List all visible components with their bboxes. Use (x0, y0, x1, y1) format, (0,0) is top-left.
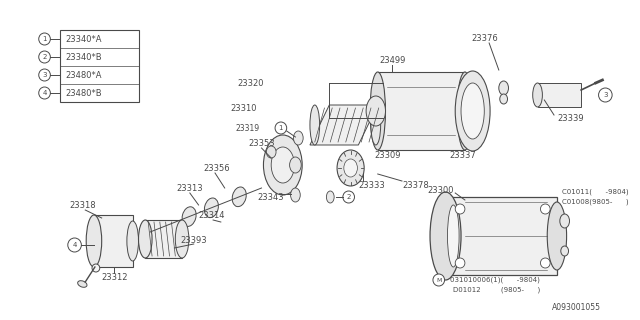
Circle shape (433, 274, 445, 286)
Text: 1: 1 (278, 125, 283, 131)
Text: 23300: 23300 (428, 186, 454, 195)
Ellipse shape (461, 83, 484, 139)
Ellipse shape (310, 105, 319, 145)
Ellipse shape (366, 96, 385, 126)
Text: 23319: 23319 (236, 124, 260, 132)
Text: C01008(9805-      ): C01008(9805- ) (562, 199, 628, 205)
Text: 3: 3 (603, 92, 607, 98)
Text: 23340*A: 23340*A (65, 35, 101, 44)
Text: 4: 4 (72, 242, 77, 248)
Ellipse shape (264, 135, 302, 195)
Ellipse shape (547, 202, 566, 270)
Polygon shape (310, 105, 378, 145)
Bar (538, 83, 581, 107)
Text: 23499: 23499 (379, 55, 406, 65)
Ellipse shape (457, 72, 473, 150)
Ellipse shape (532, 83, 542, 107)
Text: 23480*B: 23480*B (65, 89, 102, 98)
Ellipse shape (182, 207, 196, 227)
Text: 23314: 23314 (198, 211, 225, 220)
Ellipse shape (326, 191, 334, 203)
Bar (445, 197, 557, 275)
Text: A093001055: A093001055 (552, 303, 600, 312)
Text: 23356: 23356 (204, 164, 230, 172)
Circle shape (540, 258, 550, 268)
Ellipse shape (560, 214, 570, 228)
Text: 23378: 23378 (402, 180, 429, 189)
Ellipse shape (294, 131, 303, 145)
Ellipse shape (289, 157, 301, 173)
Ellipse shape (499, 81, 509, 95)
Ellipse shape (127, 221, 138, 261)
Text: 23480*A: 23480*A (65, 70, 101, 79)
Bar (378, 72, 465, 150)
Ellipse shape (337, 150, 364, 186)
Text: C01011(      -9804): C01011( -9804) (562, 189, 628, 195)
Circle shape (39, 33, 51, 45)
Ellipse shape (77, 281, 87, 287)
Text: M: M (436, 277, 442, 283)
Ellipse shape (175, 220, 189, 258)
Ellipse shape (455, 71, 490, 151)
Ellipse shape (266, 146, 276, 158)
Ellipse shape (430, 192, 461, 280)
Bar (94, 215, 132, 267)
Text: 23376: 23376 (471, 34, 498, 43)
Circle shape (92, 264, 100, 272)
Text: 23339: 23339 (557, 114, 584, 123)
Circle shape (39, 51, 51, 63)
Ellipse shape (232, 187, 246, 207)
Text: 23343: 23343 (258, 193, 285, 202)
Text: 23312: 23312 (101, 274, 127, 283)
Circle shape (68, 238, 81, 252)
Circle shape (39, 69, 51, 81)
Ellipse shape (271, 147, 294, 183)
Circle shape (39, 87, 51, 99)
Text: 4: 4 (42, 90, 47, 96)
Ellipse shape (447, 205, 459, 267)
Text: 23393: 23393 (180, 236, 207, 244)
Ellipse shape (370, 72, 385, 150)
Circle shape (343, 191, 355, 203)
Ellipse shape (371, 105, 381, 145)
Circle shape (455, 204, 465, 214)
Text: 2: 2 (346, 194, 351, 200)
Ellipse shape (500, 94, 508, 104)
Text: 23333: 23333 (358, 180, 385, 189)
Ellipse shape (204, 198, 218, 218)
Circle shape (455, 258, 465, 268)
Text: 1: 1 (42, 36, 47, 42)
Text: 23320: 23320 (237, 78, 264, 87)
Text: D01012         (9805-      ): D01012 (9805- ) (453, 287, 541, 293)
Ellipse shape (561, 246, 568, 256)
Circle shape (540, 204, 550, 214)
Ellipse shape (86, 215, 102, 267)
Text: 23318: 23318 (69, 201, 95, 210)
Text: 2: 2 (42, 54, 47, 60)
Text: 23340*B: 23340*B (65, 52, 102, 61)
Bar (60, 30, 140, 102)
Text: 23313: 23313 (177, 183, 203, 193)
Text: 031010006(1)(      -9804): 031010006(1)( -9804) (451, 277, 540, 283)
Bar (145, 220, 182, 258)
Ellipse shape (291, 188, 300, 202)
Ellipse shape (344, 159, 357, 177)
Circle shape (275, 122, 287, 134)
Text: 23353: 23353 (248, 139, 275, 148)
Text: 23337: 23337 (449, 150, 476, 159)
Text: 23310: 23310 (230, 103, 257, 113)
Circle shape (598, 88, 612, 102)
Ellipse shape (138, 220, 152, 258)
Text: 23309: 23309 (374, 150, 401, 159)
Text: 3: 3 (42, 72, 47, 78)
